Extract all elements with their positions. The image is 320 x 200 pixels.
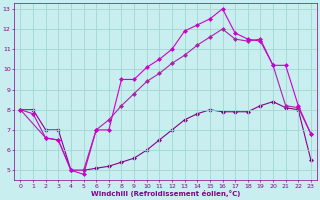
X-axis label: Windchill (Refroidissement éolien,°C): Windchill (Refroidissement éolien,°C) — [91, 190, 240, 197]
